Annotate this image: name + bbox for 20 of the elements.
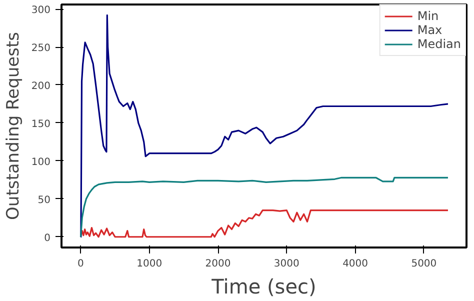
y-tick-label: 300 <box>31 5 51 16</box>
x-axis-title: Time (sec) <box>210 274 316 298</box>
legend-label: Max <box>417 23 442 37</box>
line-series <box>80 209 449 238</box>
y-tick-label: 0 <box>44 232 51 244</box>
y-tick-label: 200 <box>31 80 51 92</box>
line-series <box>80 176 449 238</box>
x-tick-label: 2000 <box>205 258 231 270</box>
x-tick-label: 1000 <box>136 258 162 270</box>
x-tick-label: 4000 <box>342 258 368 270</box>
legend-label: Median <box>417 37 461 51</box>
y-tick-label: 100 <box>31 156 51 168</box>
y-tick-label: 50 <box>38 194 51 206</box>
x-tick-label: 3000 <box>274 258 300 270</box>
y-axis-title: Outstanding Requests <box>3 32 24 220</box>
y-tick-label: 150 <box>31 118 51 130</box>
legend-label: Min <box>417 9 439 23</box>
x-tick-label: 0 <box>78 258 84 270</box>
x-tick-label: 5000 <box>411 258 437 270</box>
y-tick-label: 250 <box>31 43 51 54</box>
